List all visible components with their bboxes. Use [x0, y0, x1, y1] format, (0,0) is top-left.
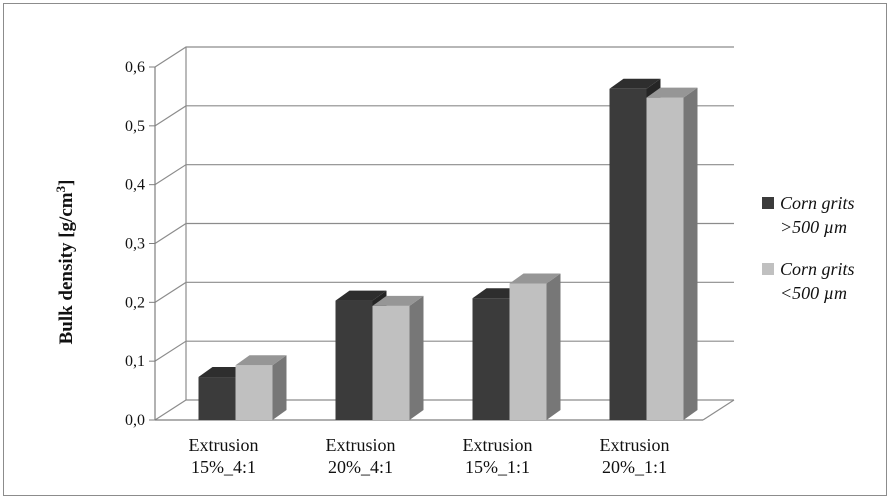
x-category-label: 20%_4:1 — [328, 457, 393, 477]
legend-label: Corn grits — [780, 259, 855, 279]
bar-top — [646, 87, 698, 98]
bar — [372, 295, 424, 420]
legend-label: >500 µm — [780, 217, 847, 237]
legend-label: <500 µm — [780, 283, 847, 303]
bar-front — [372, 305, 410, 420]
gridline — [154, 46, 734, 68]
bar — [509, 273, 561, 420]
x-category-label: Extrusion — [463, 435, 533, 455]
legend-swatch — [762, 197, 774, 209]
y-tick-label: 0,5 — [125, 118, 145, 135]
y-tick-label: 0,6 — [125, 59, 145, 76]
bar-top — [609, 78, 661, 89]
x-category-label: 15%_1:1 — [465, 457, 530, 477]
bar-front — [235, 365, 273, 420]
legend: Corn grits >500 µm Corn grits <500 µm — [762, 193, 855, 303]
bar-side — [409, 295, 424, 420]
bar — [646, 87, 698, 421]
bar — [235, 355, 287, 420]
x-category-label: 20%_1:1 — [602, 457, 667, 477]
legend-swatch — [762, 263, 774, 275]
chart-frame — [3, 3, 887, 496]
y-tick-label: 0,4 — [125, 177, 145, 194]
y-tick-label: 0,3 — [125, 236, 145, 253]
bar-front — [509, 283, 547, 420]
bar-top — [335, 290, 387, 301]
x-axis-labels: Extrusion15%_4:1Extrusion20%_4:1Extrusio… — [189, 435, 670, 477]
x-category-label: Extrusion — [189, 435, 259, 455]
y-tick-label: 0,1 — [125, 353, 145, 370]
y-axis-label: Bulk density [g/cm3] — [53, 180, 78, 345]
floor-right-edge — [702, 399, 735, 421]
y-tick-label: 0,2 — [125, 294, 145, 311]
bar-front — [198, 377, 236, 420]
bar-top — [372, 295, 424, 306]
legend-label: Corn grits — [780, 193, 855, 213]
bar-top — [235, 355, 287, 366]
bar-side — [272, 355, 287, 420]
bar-front — [609, 88, 647, 420]
y-axis-ticks: 0,0 0,1 0,2 0,3 0,4 0,5 0,6 — [125, 59, 155, 429]
y-tick-label: 0,0 — [125, 412, 145, 429]
x-category-label: 15%_4:1 — [191, 457, 256, 477]
bar-side — [546, 273, 561, 420]
bar-side — [683, 87, 698, 421]
bar-front — [646, 97, 684, 421]
x-category-label: Extrusion — [326, 435, 396, 455]
bar-top — [509, 273, 561, 284]
bar-front — [335, 300, 373, 420]
y-axis-title: Bulk density [g/cm3] — [53, 180, 78, 345]
bars — [198, 78, 698, 421]
x-category-label: Extrusion — [600, 435, 670, 455]
bar-front — [472, 298, 510, 420]
